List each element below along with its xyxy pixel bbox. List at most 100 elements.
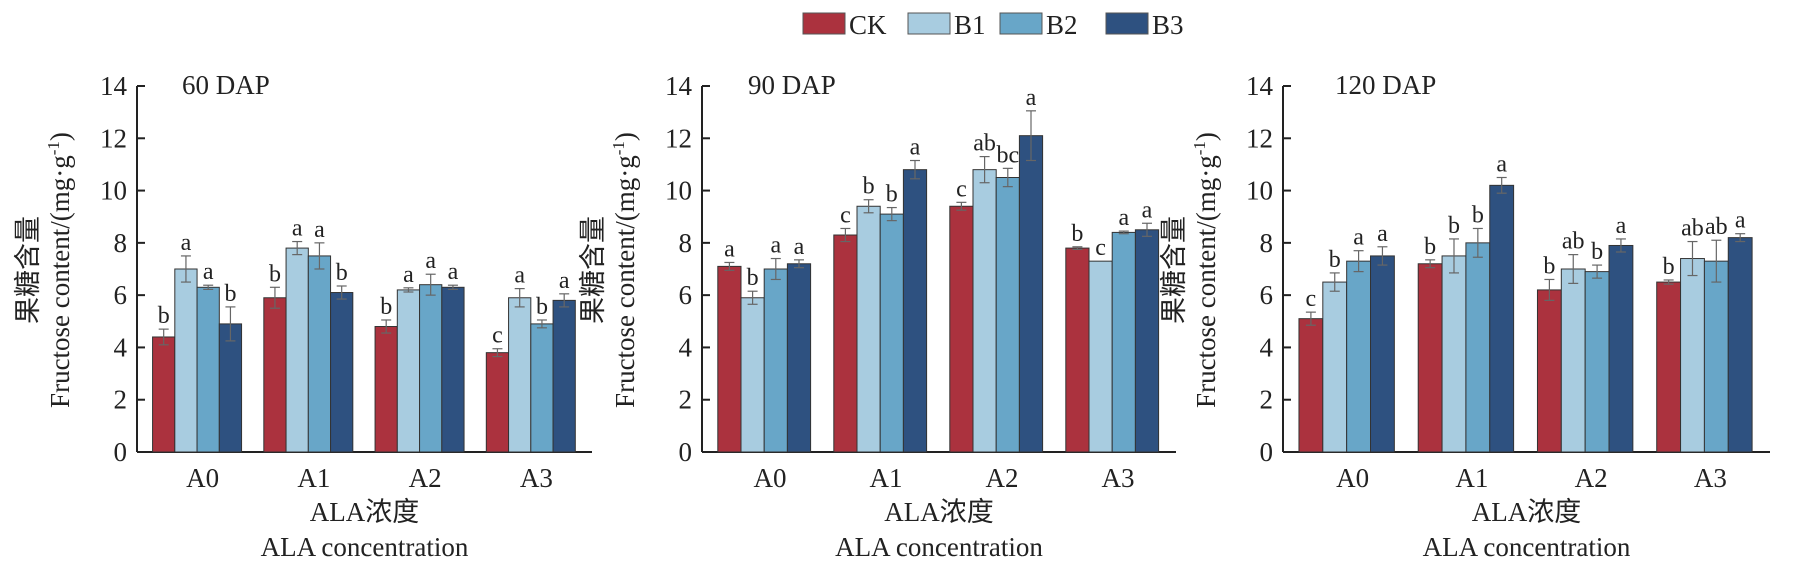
bar-b1-a3 [1088,260,1113,453]
error-bar [447,284,458,290]
significance-letter: b [1591,239,1603,265]
panel-title: 60 DAP [182,70,270,100]
error-bar [1568,254,1579,284]
significance-letter: a [514,263,525,289]
significance-letter: c [840,202,851,228]
error-bar [559,293,570,308]
significance-letter: b [1071,221,1083,247]
significance-letter: a [559,268,570,294]
error-bar [1448,238,1459,274]
error-bar [425,273,436,296]
significance-letter: a [181,230,192,256]
significance-letter: ab [1562,229,1585,255]
significance-letter: b [1543,253,1555,279]
y-tick-label: 4 [1260,332,1274,362]
significance-letter: ab [1705,214,1728,240]
significance-letter: c [492,323,503,349]
bar-b1-a1 [856,205,881,453]
significance-letter: a [1616,213,1627,239]
bar-ck-a2 [949,205,974,453]
chart-panel-120-dap: 0 2 4 6 8 10 12 14 120 DAP Fructose content/(mg·g… [1159,70,1770,562]
bar-b2-a2 [995,177,1020,453]
error-bar [492,348,503,358]
y-tick-label: 10 [665,176,692,206]
significance-letter: a [770,233,781,259]
bar-group-a2: cab bc a A2 [949,85,1044,493]
significance-letter: a [1118,205,1129,231]
bar-b1-a0 [740,297,765,453]
legend: CK B1 B2 B3 [802,10,1184,40]
x-axis-label: ALA concentration [261,532,469,562]
error-bar [1544,278,1555,301]
significance-letter: b [1424,234,1436,260]
error-bar [180,255,191,283]
x-axis-label-cn: ALA浓度 [1472,497,1582,527]
significance-letter: a [794,234,805,260]
bar-b3-a1 [330,292,354,453]
significance-letter: a [425,248,436,274]
chart-panel-60-dap: 0 2 4 6 8 10 12 14 60 DAP Fructose content/(mg·g-… [13,70,592,562]
significance-letter: b [158,303,170,329]
panel-title: 120 DAP [1335,70,1436,100]
bar-b2-a1 [879,213,904,453]
error-bar [536,319,547,329]
bar-b2-a3 [530,323,554,453]
error-bar [910,159,920,180]
bar-b3-a0 [218,323,243,453]
bar-b2-a2 [419,284,443,453]
y-tick-label: 8 [1260,228,1274,258]
error-bar [1142,222,1152,237]
error-bar [747,290,758,305]
error-bar [269,286,280,309]
legend-label: CK [849,10,887,40]
significance-letter: a [1377,221,1388,247]
x-axis-label: ALA concentration [1423,532,1631,562]
bar-b3-a2 [1608,244,1634,453]
error-bar [794,259,804,269]
bar-ck-a1 [833,234,858,453]
error-bar [403,287,414,293]
legend-swatch [907,12,951,35]
legend-swatch [999,12,1043,35]
bar-b2-a2 [1584,271,1610,453]
significance-letter: b [1329,247,1341,273]
error-bar [979,155,990,184]
y-tick-label: 14 [1246,71,1274,101]
y-axis-label: Fructose content/(mg·g-1) [1190,132,1221,408]
significance-letter: a [910,135,921,161]
bar-group-a0: cba aA0 [1298,221,1395,493]
x-axis-label-cn: ALA浓度 [310,497,420,527]
x-axis-label: ALA concentration [835,532,1043,562]
error-bar [1615,238,1626,253]
y-tick-label: 10 [1246,176,1273,206]
legend-item-b2: B2 [999,10,1078,40]
error-bar [1496,176,1507,194]
significance-letter: a [1735,208,1746,234]
error-bar [1002,167,1013,188]
error-bar [336,285,347,300]
significance-letter: a [292,216,303,242]
error-bar [770,257,781,281]
y-tick-label: 0 [1260,437,1274,467]
bar-b1-a1 [285,247,309,453]
error-bar [292,240,303,256]
error-bar [1329,272,1340,292]
bar-b3-a0 [1370,255,1395,453]
bar-ck-a0 [717,265,742,453]
y-tick-label: 6 [679,280,693,310]
legend-item-b3: B3 [1105,10,1184,40]
significance-letter: a [403,262,414,288]
x-tick-label: A3 [520,463,553,493]
y-tick-label: 14 [665,71,693,101]
bar-b1-a3 [508,297,532,453]
significance-letter: a [203,259,214,285]
significance-letter: a [1026,85,1037,111]
x-tick-label: A3 [1694,463,1727,493]
error-bar [203,284,214,290]
bar-b3-a2 [441,286,465,453]
